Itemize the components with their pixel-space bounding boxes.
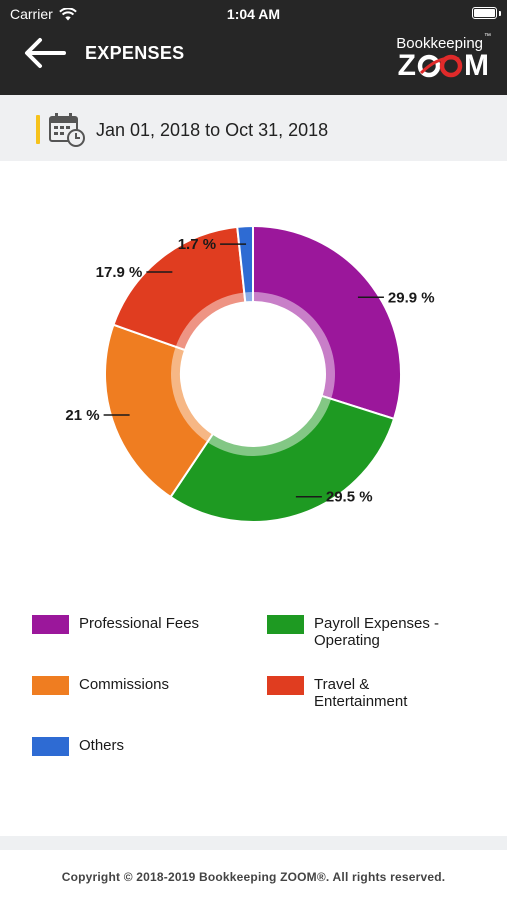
calendar-clock-icon bbox=[49, 113, 85, 147]
status-carrier: Carrier bbox=[10, 6, 77, 22]
logo-oo-icon bbox=[417, 54, 463, 78]
donut-inner-ring-segment bbox=[253, 292, 335, 399]
status-bar: Carrier 1:04 AM bbox=[0, 0, 507, 28]
copyright-text: Copyright © 2018-2019 Bookkeeping ZOOM®.… bbox=[61, 870, 446, 884]
slice-percent-label: 1.7 % bbox=[178, 236, 216, 253]
arrow-left-icon bbox=[25, 38, 66, 68]
battery-tip bbox=[499, 11, 501, 16]
chart-legend: Professional Fees Payroll Expenses - Ope… bbox=[0, 600, 507, 780]
date-range-bar[interactable]: Jan 01, 2018 to Oct 31, 2018 bbox=[0, 95, 507, 161]
carrier-label: Carrier bbox=[10, 6, 53, 22]
slice-percent-label: 17.9 % bbox=[96, 264, 143, 281]
legend-swatch bbox=[267, 676, 304, 695]
legend-item-others: Others bbox=[32, 737, 124, 756]
donut-inner-ring-segment bbox=[244, 292, 253, 303]
legend-swatch bbox=[32, 615, 69, 634]
donut-inner-ring-segment bbox=[175, 292, 246, 351]
donut-slice-professional-fees[interactable] bbox=[252, 224, 402, 421]
legend-swatch bbox=[32, 676, 69, 695]
footer: Copyright © 2018-2019 Bookkeeping ZOOM®.… bbox=[0, 850, 507, 900]
logo-trademark: ™ bbox=[484, 33, 491, 40]
donut-inner-ring-segment bbox=[207, 395, 332, 456]
date-range-text: Jan 01, 2018 to Oct 31, 2018 bbox=[96, 120, 329, 140]
legend-item-professional-fees: Professional Fees bbox=[32, 615, 199, 634]
date-accent-bar bbox=[36, 115, 40, 144]
slice-percent-label: 29.5 % bbox=[326, 489, 373, 506]
legend-item-travel-entertainment: Travel & Entertainment bbox=[267, 676, 444, 710]
wifi-icon bbox=[58, 7, 77, 20]
expenses-donut-chart: 29.9 % 29.5 % 21 % 17.9 % 1.7 % bbox=[65, 224, 435, 523]
status-time: 1:04 AM bbox=[226, 6, 281, 22]
logo-letter-m: M bbox=[464, 49, 489, 82]
footer-divider bbox=[0, 836, 507, 850]
slice-percent-label: 29.9 % bbox=[388, 289, 435, 306]
legend-label: Professional Fees bbox=[79, 615, 200, 632]
page-title: EXPENSES bbox=[85, 43, 185, 63]
app-header: Carrier 1:04 AM EXPENSES Bookkeeping ™ Z bbox=[0, 0, 507, 95]
logo-top-text: Bookkeeping bbox=[396, 35, 483, 52]
slice-percent-label: 21 % bbox=[65, 407, 99, 424]
legend-swatch bbox=[32, 737, 69, 756]
bookkeeping-zoom-logo: Bookkeeping ™ Z M bbox=[385, 33, 491, 83]
legend-item-commissions: Commissions bbox=[32, 676, 169, 695]
logo-word: Z M bbox=[398, 49, 489, 83]
battery-icon bbox=[472, 7, 497, 19]
donut-inner-ring-segment bbox=[170, 346, 213, 443]
legend-label: Commissions bbox=[79, 676, 170, 693]
legend-label: Others bbox=[79, 737, 125, 754]
back-button[interactable] bbox=[22, 36, 68, 70]
legend-label: Payroll Expenses - Operating bbox=[314, 615, 440, 649]
legend-item-payroll-expenses: Payroll Expenses - Operating bbox=[267, 615, 444, 649]
donut-hole bbox=[181, 302, 325, 446]
legend-swatch bbox=[267, 615, 304, 634]
legend-label: Travel & Entertainment bbox=[314, 676, 408, 710]
logo-letter-z: Z bbox=[397, 49, 416, 82]
